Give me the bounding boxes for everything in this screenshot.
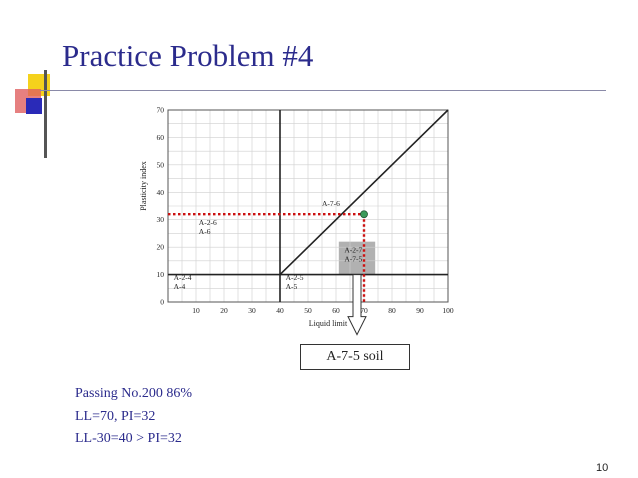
x-tick-label: 100 — [442, 306, 454, 315]
note-passing-200: Passing No.200 86% — [75, 386, 193, 401]
x-tick-label: 50 — [304, 306, 312, 315]
x-tick-label: 80 — [388, 306, 396, 315]
result-arrow — [347, 274, 367, 336]
y-tick-label: 50 — [157, 160, 165, 169]
region-label-line: A-2-7 — [344, 246, 362, 255]
region-label-line: A-2-4 — [174, 273, 192, 282]
x-tick-label: 30 — [248, 306, 256, 315]
title-divider — [40, 90, 606, 91]
region-label-line: A-7-6 — [322, 199, 340, 208]
y-axis-label: Plasticity index — [139, 161, 148, 211]
slide-title: Practice Problem #4 — [62, 38, 314, 73]
y-tick-label: 40 — [157, 188, 165, 197]
y-tick-label: 10 — [157, 270, 165, 279]
x-tick-label: 10 — [192, 306, 200, 315]
boundary-line — [279, 109, 449, 276]
plot-frame — [167, 109, 449, 303]
note-comparison: LL-30=40 > PI=32 — [75, 431, 182, 446]
slide-decoration — [15, 70, 50, 158]
x-tick-label: 20 — [220, 306, 228, 315]
region-label-line: A-7-5 — [344, 255, 362, 264]
x-axis-label: Liquid limit — [309, 319, 348, 328]
region-label: A-7-6 — [322, 199, 340, 208]
y-tick-label: 0 — [160, 298, 164, 307]
region-label-line: A-6 — [199, 227, 211, 236]
result-box: A-7-5 soil — [300, 344, 410, 370]
y-tick-label: 60 — [157, 133, 165, 142]
plasticity-chart: 10 20 30 40 50 60 70 80 90 100 0 10 20 30 40 50 60 70 Liqu… — [139, 106, 454, 336]
data-point — [360, 210, 368, 219]
slide-number: 10 — [596, 462, 609, 474]
region-label: A-2-7 A-7-5 — [344, 246, 362, 264]
region-label-line: A-4 — [174, 282, 186, 291]
y-tick-label: 20 — [157, 243, 165, 252]
x-tick-label: 60 — [332, 306, 340, 315]
x-tick-label: 90 — [416, 306, 424, 315]
deco-blue-square — [26, 98, 42, 114]
region-label: A-2-5 A-5 — [286, 273, 304, 291]
y-tick-label: 70 — [157, 106, 165, 115]
region-label-line: A-5 — [286, 282, 298, 291]
note-ll-pi: LL=70, PI=32 — [75, 409, 156, 424]
x-tick-label: 70 — [360, 306, 368, 315]
x-tick-label: 40 — [276, 306, 284, 315]
region-label-line: A-2-5 — [286, 273, 304, 282]
region-label: A-2-4 A-4 — [174, 273, 192, 291]
region-label: A-2-6 A-6 — [199, 218, 217, 236]
y-tick-label: 30 — [157, 215, 165, 224]
deco-vertical-bar — [44, 70, 47, 158]
region-label-line: A-2-6 — [199, 218, 217, 227]
